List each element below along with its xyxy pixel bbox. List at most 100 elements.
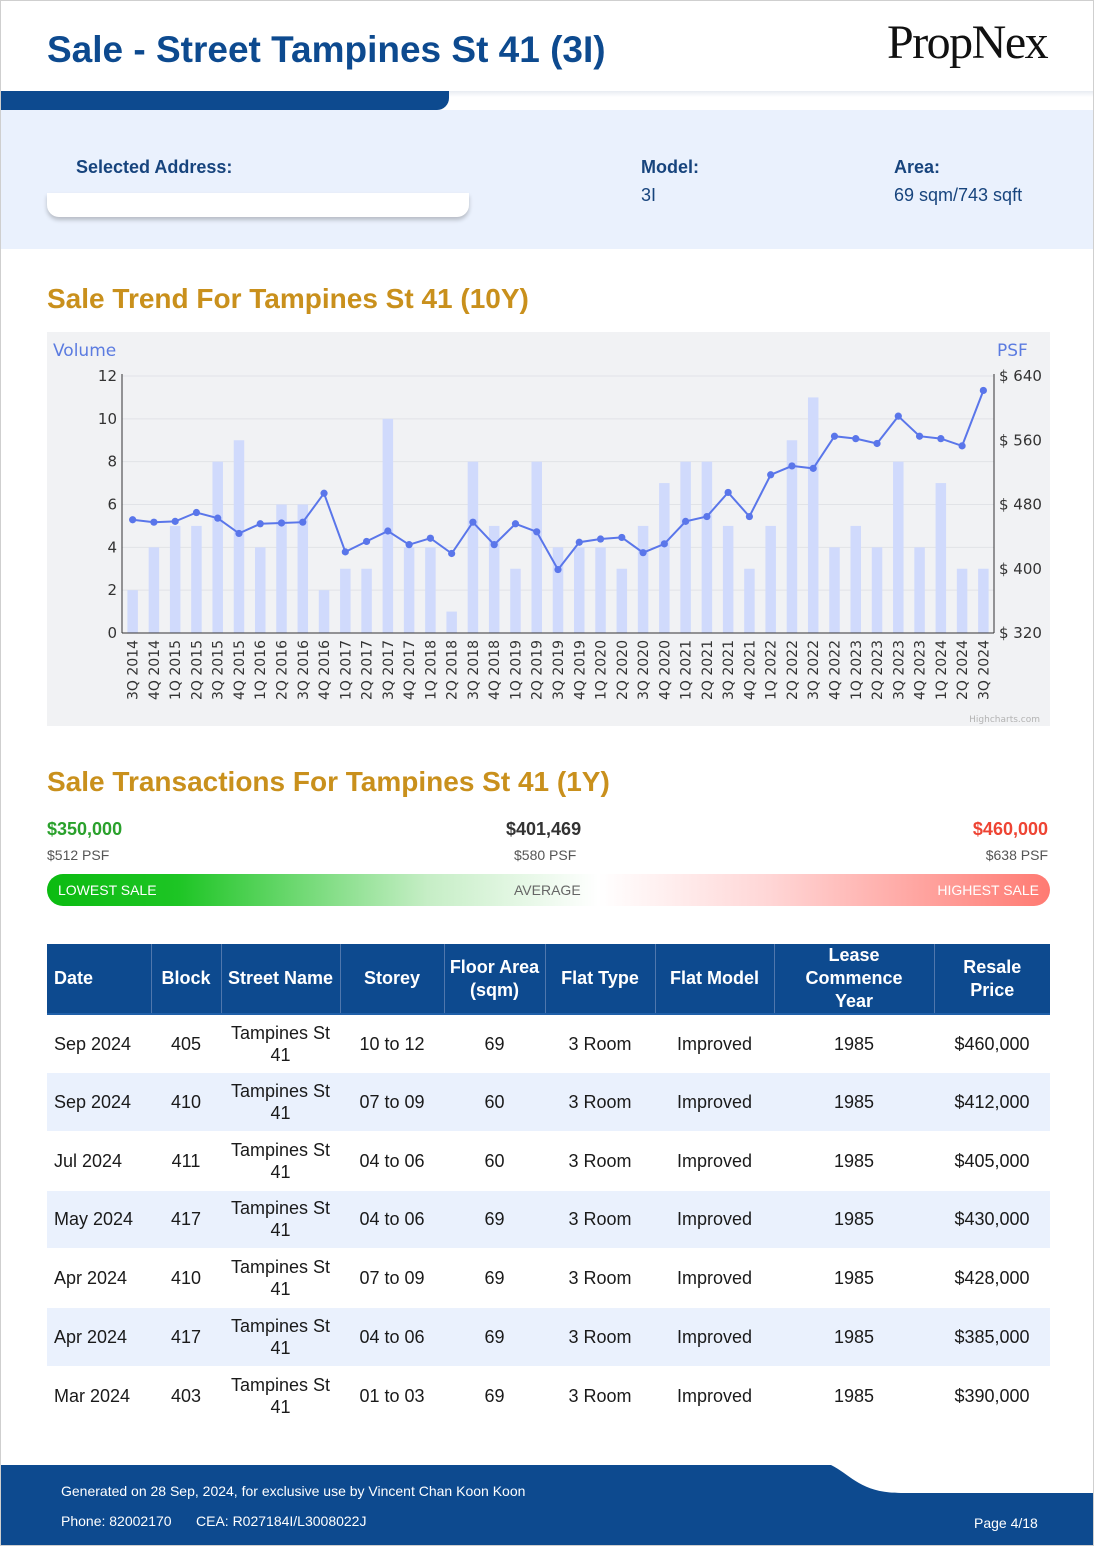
chart-left-tick-label: 6 — [107, 496, 117, 514]
cell-flat-type: 3 Room — [568, 1268, 632, 1289]
chart-psf-point — [660, 540, 668, 548]
area-label: Area: — [894, 157, 941, 177]
chart-volume-bar — [531, 461, 542, 633]
chart-psf-point — [192, 508, 201, 517]
cell-flat-model: Improved — [676, 1268, 753, 1289]
cell-date: Mar 2024 — [54, 1385, 131, 1406]
chart-credit: Highcharts.com — [969, 715, 1040, 725]
chart-x-tick-label: 1Q 2019 — [508, 640, 524, 700]
chart-psf-point — [256, 520, 264, 528]
cell-date: Sep 2024 — [47, 1072, 151, 1132]
chart-x-tick-label: 4Q 2019 — [572, 640, 588, 700]
cell-lease-year: 1985 — [774, 1307, 934, 1367]
chart-volume-bar — [361, 568, 372, 633]
cell-resale-price: $428,000 — [954, 1268, 1030, 1289]
cell-floor-area: 60 — [444, 1072, 545, 1132]
chart-volume-bar — [318, 590, 330, 633]
chart-volume-bar — [403, 547, 415, 633]
chart-x-tick-label: 3Q 2019 — [551, 640, 567, 700]
chart-left-tick-label: 4 — [107, 538, 117, 556]
chart-volume-bar — [914, 547, 925, 633]
cell-flat-type: 3 Room — [568, 1033, 632, 1054]
cell-lease-year: 1985 — [774, 1190, 934, 1249]
chart-volume-bar — [488, 525, 500, 633]
table-row: Mar 2024 403 Tampines St 41 01 to 03 69 3 Roo… — [47, 1366, 1050, 1425]
cell-floor-area: 69 — [484, 1268, 505, 1289]
chart-psf-point — [235, 529, 243, 538]
header-shadow — [441, 91, 1093, 97]
cell-lease-year: 1985 — [833, 1385, 875, 1406]
chart-psf-point — [979, 386, 987, 395]
chart-x-tick-label: 1Q 2024 — [934, 640, 950, 700]
cell-storey: 10 to 12 — [359, 1033, 425, 1054]
chart-volume-bar — [701, 461, 713, 633]
address-box — [47, 193, 469, 217]
chart-x-tick-label: 4Q 2018 — [487, 640, 503, 700]
cell-resale-price: $390,000 — [954, 1385, 1030, 1406]
footer-wave — [831, 1465, 1093, 1493]
chart-x-tick-label: 1Q 2023 — [849, 640, 865, 700]
chart-volume-bar — [552, 547, 564, 633]
chart-x-tick-label: 4Q 2016 — [317, 640, 333, 700]
page-footer: Generated on 28 Sep, 2024, for exclusive… — [1, 1465, 1093, 1545]
chart-right-tick-label: $ 560 — [999, 431, 1042, 449]
address-label: Selected Address: — [76, 157, 233, 177]
cell-floor-area: 69 — [484, 1385, 505, 1406]
col-header-resale-price: Resale Price — [934, 944, 1050, 1014]
chart-x-tick-label: 2Q 2024 — [955, 640, 971, 700]
chart-x-tick-label: 2Q 2022 — [785, 640, 801, 700]
model-label: Model: — [641, 157, 699, 177]
chart-volume-bar — [807, 397, 819, 633]
chart-x-tick-label: 4Q 2022 — [827, 640, 843, 700]
chart-x-tick-label: 2Q 2020 — [615, 640, 631, 700]
chart-x-tick-label: 2Q 2023 — [870, 640, 886, 700]
chart-psf-point — [469, 518, 477, 526]
chart-volume-bar — [297, 504, 309, 633]
chart-psf-point — [554, 565, 562, 574]
cell-flat-model: Improved — [655, 1190, 774, 1249]
chart-psf-point — [129, 516, 137, 524]
cell-lease-year: 1985 — [833, 1033, 875, 1054]
chart-psf-point — [873, 439, 881, 448]
cell-lease-year: 1985 — [833, 1268, 875, 1289]
chart-volume-bar — [680, 461, 691, 633]
chart-volume-bar — [978, 568, 989, 633]
chart-psf-point — [490, 541, 498, 549]
cell-floor-area: 69 — [484, 1033, 505, 1054]
chart-x-tick-label: 4Q 2023 — [913, 640, 929, 700]
chart-psf-point — [150, 518, 158, 526]
table-header-row: Date Block Street Name Storey Floor Area… — [47, 944, 1050, 1014]
highest-sale-price: $460,000 — [972, 819, 1048, 839]
chart-volume-bar — [382, 418, 394, 633]
page-number: Page 4/18 — [974, 1515, 1038, 1531]
cell-date: Sep 2024 — [54, 1033, 132, 1054]
cell-floor-area: 69 — [444, 1190, 545, 1249]
cell-storey: 04 to 06 — [340, 1307, 444, 1367]
chart-x-tick-label: 4Q 2017 — [402, 640, 418, 700]
cell-resale-price: $405,000 — [954, 1150, 1030, 1171]
highest-sale-label: HIGHEST SALE — [937, 882, 1039, 898]
cell-resale-price: $412,000 — [934, 1072, 1050, 1132]
chart-psf-point — [788, 462, 796, 470]
chart-psf-point — [277, 519, 286, 527]
chart-right-axis-title: PSF — [997, 341, 1028, 361]
cell-flat-type: 3 Room — [568, 1385, 632, 1406]
cell-floor-area: 60 — [484, 1150, 505, 1171]
chart-volume-bar — [212, 461, 223, 633]
cell-street-name: Tampines St 41 — [230, 1374, 331, 1417]
chart-x-tick-label: 1Q 2015 — [168, 640, 184, 700]
property-info-panel: Selected Address: Model: 3I Area: 69 sqm… — [1, 110, 1093, 249]
chart-psf-point — [724, 488, 732, 497]
cell-block: 410 — [151, 1072, 221, 1132]
generated-note: Generated on 28 Sep, 2024, for exclusive… — [61, 1483, 526, 1499]
chart-psf-point — [426, 534, 434, 542]
propnex-logo: PropNex — [887, 16, 1049, 69]
chart-x-tick-label: 1Q 2021 — [679, 640, 695, 700]
lowest-sale-psf: $512 PSF — [47, 847, 110, 863]
chart-left-tick-label: 10 — [98, 410, 117, 428]
chart-volume-bar — [744, 568, 755, 633]
chart-volume-bar — [765, 525, 776, 633]
chart-x-tick-label: 3Q 2022 — [806, 640, 822, 700]
header-accent-bar — [1, 91, 449, 110]
chart-psf-point — [171, 517, 179, 525]
